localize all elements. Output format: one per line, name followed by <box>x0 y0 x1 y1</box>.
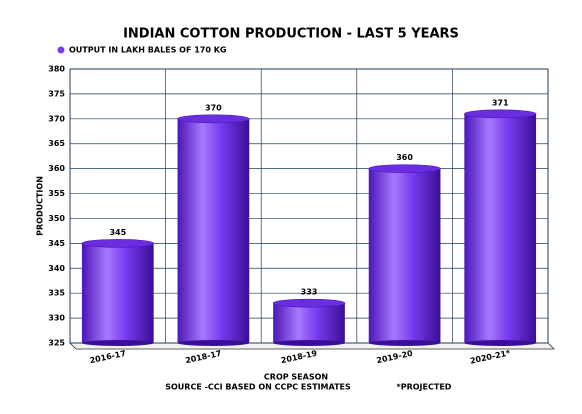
legend-label: OUTPUT IN LAKH BALES OF 170 KG <box>69 46 226 55</box>
bar <box>177 118 250 344</box>
x-tick-label: 2016-17 <box>89 349 127 365</box>
bar-top <box>368 164 441 173</box>
value-label: 333 <box>301 288 318 297</box>
bar <box>273 303 345 343</box>
x-axis-label: CROP SEASON <box>264 373 328 382</box>
value-label: 371 <box>492 98 509 107</box>
bar-base <box>177 340 250 346</box>
bar-top <box>464 109 537 119</box>
y-tick-label: 360 <box>48 164 65 173</box>
y-tick-label: 370 <box>48 114 65 123</box>
value-label: 360 <box>396 153 413 162</box>
y-tick-label: 330 <box>48 314 65 323</box>
bar <box>81 243 154 343</box>
bar-top <box>177 114 250 124</box>
bar-base <box>81 340 154 346</box>
bar-top <box>272 298 346 308</box>
x-tick-label: 2020-21* <box>469 348 512 365</box>
footnote: *PROJECTED <box>397 383 452 392</box>
x-tick-label: 2018-19 <box>280 349 318 366</box>
bar-top <box>81 239 154 248</box>
y-tick-label: 365 <box>48 139 65 148</box>
value-label: 345 <box>109 228 126 237</box>
bar-base <box>464 340 537 346</box>
y-tick-label: 375 <box>48 89 65 98</box>
y-tick-label: 340 <box>48 264 65 273</box>
bar-base <box>273 340 345 346</box>
y-axis-label: PRODUCTION <box>36 176 45 236</box>
bar-base <box>368 340 441 346</box>
value-label: 370 <box>205 103 222 112</box>
x-tick-label: 2018-17 <box>185 349 223 365</box>
y-tick-label: 345 <box>48 239 65 248</box>
y-tick-label: 325 <box>48 339 65 348</box>
y-tick-label: 335 <box>48 289 65 298</box>
bar <box>464 113 537 343</box>
bar <box>368 168 441 343</box>
y-tick-label: 355 <box>48 189 65 198</box>
chart-title: INDIAN COTTON PRODUCTION - LAST 5 YEARS <box>123 27 459 42</box>
y-tick-label: 380 <box>48 65 65 74</box>
source-note: SOURCE -CCI BASED ON CCPC ESTIMATES <box>165 383 351 392</box>
y-tick-label: 350 <box>48 214 65 223</box>
x-tick-label: 2019-20 <box>376 349 414 366</box>
legend-marker <box>57 46 65 54</box>
